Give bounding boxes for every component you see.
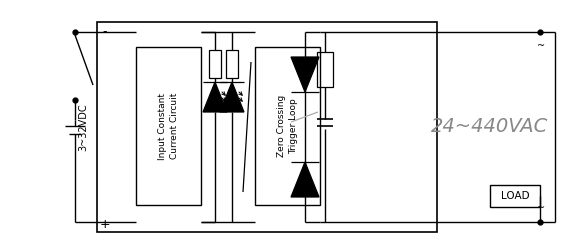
- Text: -: -: [103, 26, 107, 38]
- Text: 3~32VDC: 3~32VDC: [78, 103, 88, 151]
- Text: ~: ~: [537, 203, 545, 213]
- Polygon shape: [291, 162, 319, 197]
- Text: 24~440VAC: 24~440VAC: [432, 118, 549, 137]
- Bar: [490, 185, 540, 207]
- Polygon shape: [291, 57, 319, 92]
- Bar: [255, 47, 320, 205]
- Text: Input Constant
Current Circuit: Input Constant Current Circuit: [158, 92, 179, 160]
- Polygon shape: [220, 82, 244, 112]
- Polygon shape: [203, 82, 227, 112]
- Text: LOAD: LOAD: [501, 191, 530, 201]
- Text: ~: ~: [537, 41, 545, 51]
- Text: Zero Crossing
Trigger Loop: Zero Crossing Trigger Loop: [277, 95, 298, 157]
- Bar: [136, 47, 201, 205]
- Bar: [317, 52, 333, 87]
- Bar: [97, 22, 437, 232]
- Bar: [226, 50, 238, 78]
- Text: +: +: [100, 218, 110, 230]
- Bar: [209, 50, 222, 78]
